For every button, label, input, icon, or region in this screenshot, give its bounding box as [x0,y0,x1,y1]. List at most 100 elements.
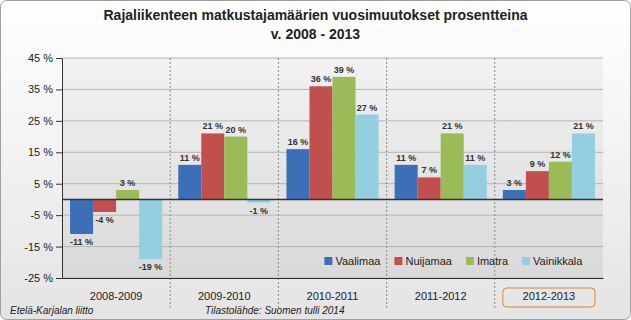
axis-line [63,278,604,279]
bar [526,171,549,199]
grid-line [62,278,603,279]
tick-label: -5 % [30,209,53,221]
y-axis: -25 % -15 % -5 % 5 % 15 % 25 % 35 % 45 % [24,52,62,284]
tick-mark [56,278,62,279]
separator [494,58,495,308]
data-label: -11 % [70,237,93,247]
grid-line [62,58,603,59]
data-label: 12 % [550,150,571,160]
bar [309,86,332,199]
tick: 45 % [28,52,62,64]
tick-mark [56,184,62,185]
tick-label: -15 % [24,241,53,253]
plot: -11 %11 %16 %11 %3 %-4 %21 %36 %7 %9 %3 … [24,52,603,308]
data-label: 11 % [465,153,485,163]
bar [70,199,93,234]
legend-item: Vaalimaa [324,255,381,267]
tick: 2008-2009 [90,278,143,302]
bar [572,133,595,199]
tick-mark [56,58,62,59]
category-separators [170,58,495,308]
bar [286,149,309,199]
bars [70,77,595,259]
data-label: 11 % [396,153,416,163]
tick: 15 % [28,146,62,158]
category-label: 2010-2011 [307,290,359,302]
data-label: 20 % [226,125,247,135]
category-label: 2008-2009 [90,290,143,302]
legend-swatch [522,257,530,265]
legend-label: Nuijamaa [405,255,452,267]
tick: 2010-2011 [307,278,359,302]
tick: 5 % [34,178,62,190]
bar [178,165,201,200]
chart: Rajaliikenteen matkustajamäärien vuosimu… [0,0,631,320]
subtitle: v. 2008 - 2013 [271,26,360,42]
tick-mark [56,89,62,90]
bar [116,190,139,199]
tick: 2011-2012 [415,278,467,302]
tick: -25 % [24,272,62,284]
tick-label: 45 % [28,52,53,64]
tick-mark [56,215,62,216]
data-label: -1 % [250,206,269,216]
tick: 2009-2010 [198,278,251,302]
tick: 35 % [28,83,62,95]
data-label: 11 % [180,153,200,163]
bar [549,162,572,200]
highlight-box [503,288,595,307]
data-labels: -11 %11 %16 %11 %3 %-4 %21 %36 %7 %9 %3 … [70,65,594,272]
legend-swatch [394,257,402,265]
background [1,1,631,320]
tick-label: 25 % [28,115,53,127]
data-label: 21 % [442,121,463,131]
tick-mark [56,121,62,122]
bar [441,133,464,199]
data-label: 27 % [357,103,378,113]
category-label: 2011-2012 [415,290,467,302]
bar [201,133,224,199]
separator [386,58,387,308]
tick-label: 5 % [34,178,53,190]
tick: -15 % [24,241,62,253]
legend-label: Vaalimaa [335,255,381,267]
zero-line [62,199,603,201]
legend-swatch [324,257,332,265]
data-label: 3 % [120,178,136,188]
legend-label: Imatra [477,255,509,267]
legend-item: Imatra [466,255,509,267]
title: Rajaliikenteen matkustajamäärien vuosimu… [103,7,527,23]
tick: 25 % [28,115,62,127]
bar [395,165,418,200]
data-label: 36 % [311,74,332,84]
legend-item: Nuijamaa [394,255,452,267]
data-label: 39 % [334,65,355,75]
tick: -5 % [30,209,62,221]
tick-label: 15 % [28,146,53,158]
category-label: 2009-2010 [198,290,251,302]
legend-swatch [466,257,474,265]
data-label: -4 % [95,215,114,225]
bar [93,199,116,212]
data-label: 7 % [421,165,437,175]
plot-area [62,58,603,278]
legend: Vaalimaa Nuijamaa Imatra Vainikkala [324,255,583,267]
bar [139,199,162,259]
data-label: 21 % [203,121,224,131]
bar [224,137,247,200]
category-label: 2012-2013 [523,290,576,302]
bar [333,77,356,200]
legend-label: Vainikkala [533,255,583,267]
data-label: 21 % [573,121,594,131]
annotation: Tilastolähde: Suomen tulli 2014 [205,305,345,316]
bar [356,115,379,200]
bar [418,177,441,199]
axis-line [62,59,63,279]
data-label: -19 % [139,262,163,272]
grid [62,58,603,278]
legend-item: Vainikkala [522,255,583,267]
data-label: 3 % [507,178,523,188]
x-axis: 2008-2009 2009-2010 2010-2011 2011-2012 2012… [63,278,604,307]
tick-label: -25 % [24,272,53,284]
bar [464,165,487,200]
